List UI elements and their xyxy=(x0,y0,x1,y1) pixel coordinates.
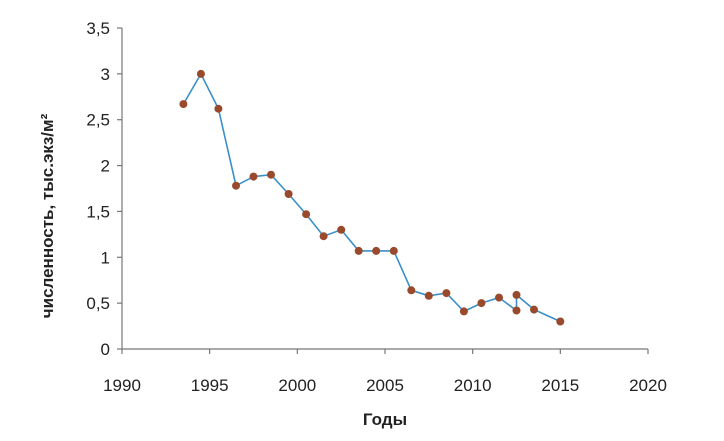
x-tick-label: 2020 xyxy=(629,376,667,395)
x-tick-label: 2005 xyxy=(366,376,404,395)
series-group xyxy=(179,69,565,326)
data-point xyxy=(495,293,503,302)
y-tick-label: 0 xyxy=(101,340,110,359)
data-point xyxy=(179,100,188,109)
data-point xyxy=(512,290,521,299)
x-tick-label: 1990 xyxy=(103,376,141,395)
data-point xyxy=(267,170,275,179)
data-point xyxy=(459,307,468,316)
y-tick-label: 2,5 xyxy=(86,111,110,130)
data-point xyxy=(319,232,328,241)
y-tick-label: 3,5 xyxy=(86,19,110,38)
data-point xyxy=(477,299,486,308)
data-point xyxy=(354,246,363,255)
y-tick-label: 1 xyxy=(101,248,110,267)
data-point xyxy=(284,190,293,198)
x-tick-label: 2000 xyxy=(278,376,316,395)
y-tick-label: 1,5 xyxy=(86,202,110,221)
data-point xyxy=(512,306,521,315)
y-tick-label: 2 xyxy=(101,157,110,176)
data-point xyxy=(389,246,398,255)
data-point xyxy=(530,305,538,314)
y-tick-label: 0,5 xyxy=(86,294,110,313)
data-point xyxy=(407,286,416,295)
data-point xyxy=(337,225,346,234)
y-tick-label: 3 xyxy=(101,65,110,84)
y-ticks: 0 0,5 1 1,5 2 2,5 3 3,5 xyxy=(86,19,122,359)
series-line xyxy=(182,72,561,323)
x-tick-label: 1995 xyxy=(191,376,229,395)
data-point xyxy=(196,69,205,78)
data-point xyxy=(372,246,381,255)
data-point xyxy=(249,172,258,181)
x-axis-title: Годы xyxy=(363,410,407,429)
x-tick-label: 2010 xyxy=(454,376,492,395)
x-ticks: 1990 1995 2000 2005 2010 2015 2020 xyxy=(103,349,667,395)
data-point xyxy=(442,289,451,298)
data-point xyxy=(232,181,240,190)
data-point xyxy=(556,317,565,326)
data-point xyxy=(424,291,433,300)
y-axis-title: численность, тыс.экз/м² xyxy=(38,113,57,318)
data-point xyxy=(214,104,223,113)
x-tick-label: 2015 xyxy=(541,376,579,395)
data-point xyxy=(302,210,311,219)
